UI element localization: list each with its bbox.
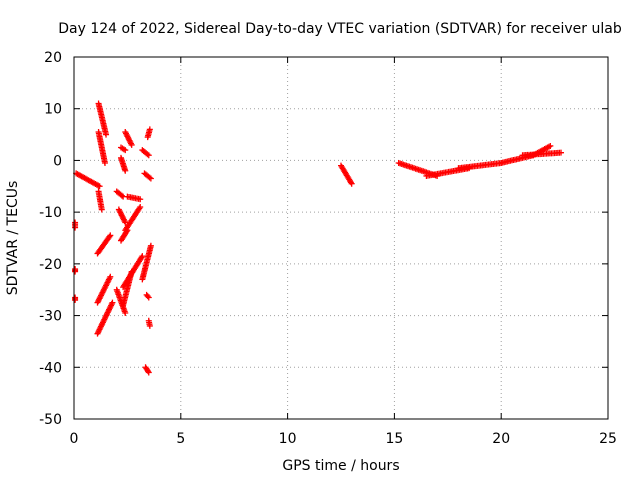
data-point — [101, 160, 108, 167]
x-tick-label: 15 — [385, 431, 403, 447]
data-point — [109, 299, 116, 306]
y-tick-label: -30 — [39, 309, 62, 325]
series-segment-arc-5-f — [142, 364, 152, 376]
x-tick-label: 10 — [279, 431, 297, 447]
data-point — [98, 206, 105, 213]
data-point — [96, 183, 103, 190]
y-tick-label: 0 — [53, 153, 62, 169]
y-axis-label: SDTVAR / TECUs — [5, 181, 21, 296]
series-segment-arc-2-b — [94, 273, 114, 306]
series-segment-arc-2-c — [94, 299, 116, 337]
data-point — [138, 254, 145, 261]
series-segment-arc-1-mid — [95, 128, 108, 167]
series-segment-arc-4-e — [120, 268, 135, 309]
series-segment-early-edge-1 — [72, 219, 79, 231]
data-point — [122, 309, 129, 316]
series-segment-arc-5-d — [143, 291, 152, 301]
series-segment-arc-4-a — [122, 128, 135, 148]
y-tick-label: -50 — [39, 412, 62, 428]
y-tick-label: -20 — [39, 257, 62, 273]
series-segment-late-arc-1 — [395, 160, 441, 179]
series-segment-arc-3-a — [113, 188, 127, 200]
x-tick-label: 25 — [599, 431, 617, 447]
y-tick-label: -40 — [39, 360, 62, 376]
series-segment-arc-5-b — [141, 170, 154, 182]
data-point — [103, 131, 110, 138]
data-point — [146, 322, 153, 329]
grid-layer — [74, 57, 608, 419]
series-segment-arc-5-e — [145, 317, 153, 329]
series-segment-arc-1-low — [95, 188, 105, 213]
x-axis-label: GPS time / hours — [282, 458, 399, 474]
data-point — [128, 268, 135, 275]
series-segment-arc-5-g — [144, 126, 153, 141]
data-point — [146, 126, 153, 133]
plot-frame — [73, 56, 609, 420]
series-segment-arc-3-c — [117, 144, 129, 154]
series-segment-arc-5-c — [139, 242, 154, 283]
y-tick-label: 10 — [44, 102, 62, 118]
data-point — [137, 196, 144, 203]
series-segment-arc-1-top — [95, 100, 110, 138]
x-tick-label: 0 — [70, 431, 79, 447]
data-point — [145, 294, 152, 301]
data-point — [72, 224, 79, 231]
series-segment-arc-4-c — [122, 203, 144, 234]
data-point — [118, 192, 125, 199]
data-point — [139, 253, 146, 260]
data-point — [72, 297, 79, 304]
data-point — [147, 175, 154, 182]
data-point — [106, 233, 113, 240]
series-segment-arc-3-b — [117, 154, 129, 174]
data-point — [348, 180, 355, 187]
chart-title: Day 124 of 2022, Sidereal Day-to-day VTE… — [58, 21, 622, 37]
data-point — [144, 151, 151, 158]
data-point — [547, 142, 554, 149]
series-segment-late-peak — [530, 142, 554, 159]
data-point — [72, 268, 79, 275]
points-layer — [72, 100, 565, 376]
series-segment-arc-3-d — [115, 206, 129, 226]
data-point — [147, 242, 154, 249]
data-point — [145, 369, 152, 376]
series-segment-early-edge-3 — [72, 294, 79, 304]
data-point — [144, 368, 151, 375]
data-point — [145, 152, 152, 159]
data-point — [144, 293, 151, 300]
series-segment-arc-4-b — [124, 193, 144, 203]
y-tick-label: -10 — [39, 205, 62, 221]
data-point — [122, 167, 129, 174]
series-segment-late-arc-3 — [455, 160, 505, 172]
series-segment-arc-2-a — [94, 232, 114, 257]
data-point — [128, 141, 135, 148]
data-point — [122, 147, 129, 154]
series-segment-midday-cluster — [338, 162, 355, 187]
data-point — [107, 232, 114, 239]
series-segment-early-edge-2 — [72, 266, 79, 275]
data-point — [558, 149, 565, 156]
data-point — [122, 219, 129, 226]
ticks-layer: 0 5 10 15 20 25 -50 -40 -30 -20 -10 0 10 20 — [39, 50, 617, 447]
series-segment-early-baseline — [73, 170, 103, 190]
data-point — [137, 203, 144, 210]
data-point — [146, 174, 153, 181]
series-segment-arc-5-a — [139, 147, 152, 159]
x-tick-label: 20 — [492, 431, 510, 447]
y-tick-label: 20 — [44, 50, 62, 66]
x-tick-label: 5 — [176, 431, 185, 447]
data-point — [107, 273, 114, 280]
